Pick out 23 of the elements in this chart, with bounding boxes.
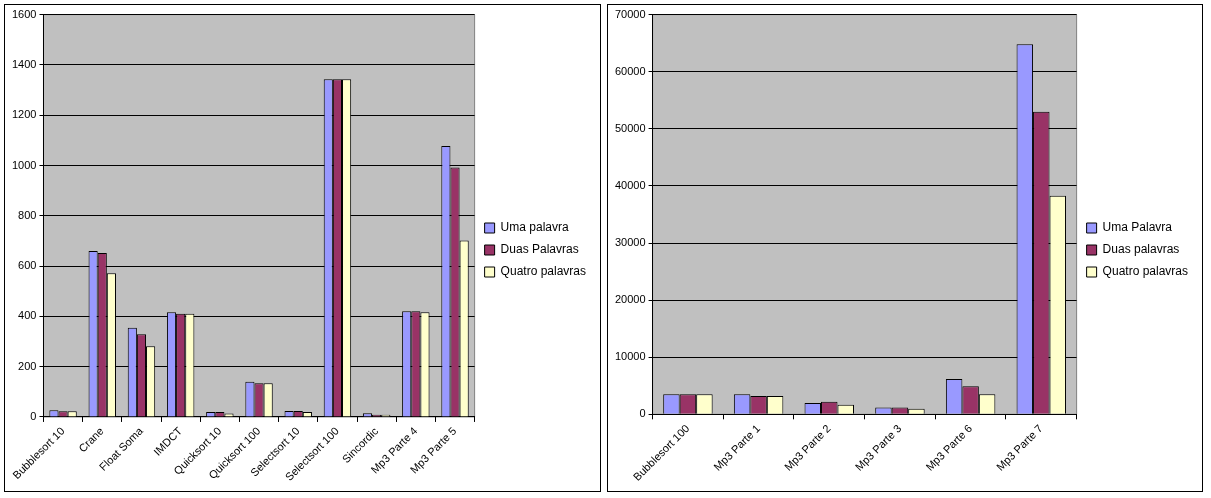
y-tick-label: 0	[30, 409, 37, 422]
y-tick-label: 1200	[11, 108, 37, 121]
y-tick-label: 200	[18, 359, 37, 372]
y-tick-label: 70000	[614, 7, 646, 20]
y-tick-label: 600	[18, 259, 37, 272]
y-tick-label: 1400	[11, 57, 37, 70]
y-tick-label: 60000	[614, 64, 646, 77]
legend-label: Duas Palavras	[500, 242, 579, 257]
y-tick-label: 40000	[614, 178, 646, 191]
y-tick-label: 400	[18, 309, 37, 322]
legend-label: Quatro palavras	[1102, 264, 1189, 279]
y-tick-label: 1600	[11, 7, 37, 20]
y-tick-label: 800	[18, 208, 37, 221]
legend-label: Quatro palavras	[500, 264, 587, 279]
legend-label: Duas palavras	[1102, 242, 1180, 257]
y-tick-label: 10000	[614, 350, 646, 363]
y-tick-label: 30000	[614, 236, 646, 249]
legend-label: Uma palavra	[500, 220, 569, 235]
y-tick-label: 50000	[614, 121, 646, 134]
y-tick-label: 0	[639, 407, 646, 420]
legend-label: Uma Palavra	[1102, 220, 1173, 235]
y-tick-label: 20000	[614, 293, 646, 306]
y-tick-label: 1000	[11, 158, 37, 171]
